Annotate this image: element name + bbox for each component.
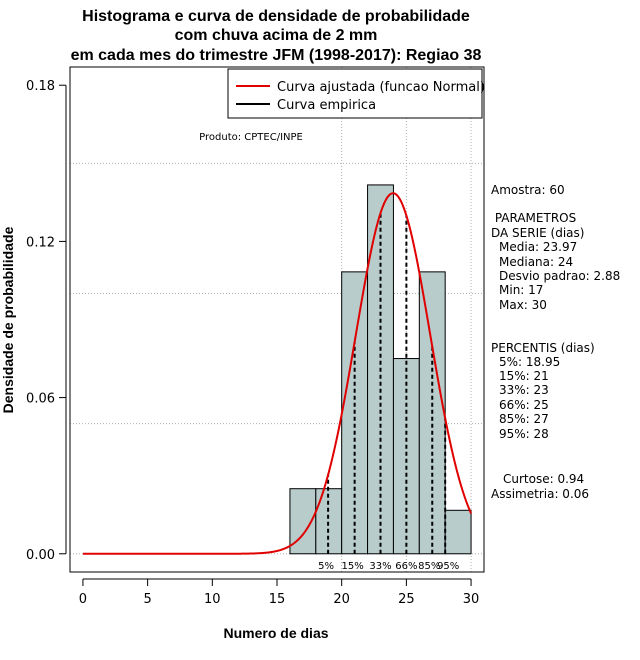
legend-box <box>227 68 483 119</box>
percentile-label: 5% <box>318 561 334 572</box>
x-tick-label: 0 <box>79 592 87 607</box>
percentile-label: 95% <box>437 561 459 572</box>
normal-curve-line <box>82 192 472 555</box>
x-axis-title: Numero de dias <box>223 625 328 641</box>
percentile-labels: 5% 15% 33% 66% 85%95% <box>318 561 459 572</box>
x-tick-label: 10 <box>204 592 221 607</box>
percentile-66: 66%: 25 <box>499 398 549 412</box>
percentile-15: 15%: 21 <box>499 369 549 383</box>
param-median: Mediana: 24 <box>499 255 573 269</box>
legend-label-normal: Curva ajustada (funcao Normal) <box>277 80 485 95</box>
param-max: Max: 30 <box>499 298 547 312</box>
y-tick-label: 0.12 <box>26 235 55 250</box>
percentile-5: 5%: 18.95 <box>499 355 560 369</box>
plot-frame <box>69 66 485 573</box>
stats-sidebar: Amostra: 60 PARAMETROS DA SERIE (dias) M… <box>491 183 620 501</box>
legend: Curva ajustada (funcao Normal) Curva emp… <box>227 68 485 119</box>
skewness: Assimetria: 0.06 <box>491 487 589 501</box>
chart-title-line-1: Histograma e curva de densidade de proba… <box>82 8 470 25</box>
chart-title-line-3: em cada mes do trimestre JFM (1998-2017)… <box>71 47 482 64</box>
sample-size: Amostra: 60 <box>491 183 565 197</box>
percentile-95: 95%: 28 <box>499 427 549 441</box>
percentile-33: 33%: 23 <box>499 383 549 397</box>
x-tick-label: 30 <box>463 592 480 607</box>
product-annotation: Produto: CPTEC/INPE <box>199 132 303 143</box>
param-stddev: Desvio padrao: 2.88 <box>499 269 620 283</box>
parameters-title-1: PARAMETROS <box>491 211 576 225</box>
chart-title-line-2: com chuva acima de 2 mm <box>175 27 378 44</box>
param-mean: Media: 23.97 <box>499 240 577 254</box>
y-tick-label: 0.00 <box>26 548 55 563</box>
percentile-label: 15% <box>342 561 364 572</box>
percentiles-title: PERCENTIS (dias) <box>491 341 595 355</box>
x-tick-label: 25 <box>398 592 415 607</box>
param-min: Min: 17 <box>499 283 543 297</box>
kurtosis: Curtose: 0.94 <box>503 472 584 486</box>
y-axis: 0.00 0.06 0.12 0.18 <box>26 79 67 563</box>
histogram-bar <box>444 509 472 555</box>
percentile-label: 33% <box>369 561 391 572</box>
percentile-label: 85% <box>418 561 440 572</box>
y-tick-label: 0.06 <box>26 392 55 407</box>
percentile-label: 66% <box>395 561 417 572</box>
y-tick-label: 0.18 <box>26 79 55 94</box>
x-tick-label: 15 <box>269 592 286 607</box>
legend-label-empirical: Curva empirica <box>277 98 376 113</box>
percentile-85: 85%: 27 <box>499 412 549 426</box>
parameters-title-2: DA SERIE (dias) <box>491 226 584 240</box>
percentile-lines <box>327 213 447 554</box>
x-axis: 0 5 10 15 20 25 30 <box>79 578 480 607</box>
y-axis-title: Densidade de probabilidade <box>0 226 16 413</box>
x-tick-label: 20 <box>333 592 350 607</box>
x-tick-label: 5 <box>143 592 151 607</box>
